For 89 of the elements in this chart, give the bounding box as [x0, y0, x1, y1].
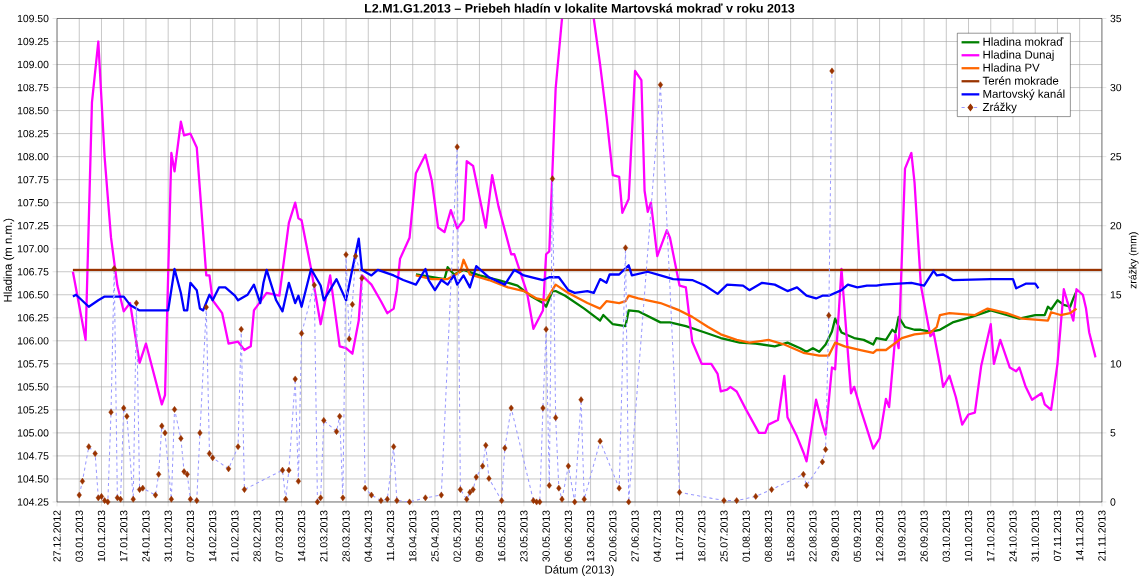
y-tick-label: 109.00 [17, 60, 49, 69]
x-tick-label: 21.03.2013 [320, 510, 328, 562]
x-tick-label: 17.10.2013 [987, 510, 995, 562]
x-tick-label: 14.11.2013 [1076, 510, 1084, 561]
x-tick-label: 13.06.2013 [586, 510, 595, 562]
x-tick-label: 18.04.2013 [409, 510, 417, 562]
y-tick-label: 105.50 [17, 383, 49, 391]
y-tick-label: 109.50 [17, 14, 49, 22]
x-tick-label: 04.04.2013 [364, 510, 372, 562]
y2-tick-label: 20 [1110, 221, 1122, 230]
y-tick-label: 106.25 [17, 313, 49, 322]
y2-tick-label: 25 [1110, 152, 1122, 161]
y-tick-label: 104.25 [17, 498, 49, 506]
y2-tick-label: 5 [1110, 429, 1116, 437]
x-tick-label: 21.11.2013 [1098, 510, 1106, 561]
x-tick-label: 23.05.2013 [520, 510, 528, 562]
chart-title: L2.M1.G1.2013 – Priebeh hladín v lokalite Martovská mokraď v roku 2013 [365, 3, 795, 13]
y-tick-label: 104.75 [17, 452, 49, 460]
x-tick-label: 07.03.2013 [275, 510, 284, 562]
x-tick-label: 11.07.2013 [675, 510, 684, 561]
y-tick-label: 105.75 [17, 359, 49, 368]
y2-tick-label: 35 [1110, 14, 1122, 22]
x-tick-label: 27.12.2012 [53, 510, 61, 562]
x-tick-label: 29.08.2013 [831, 510, 839, 562]
legend-label: Zrážky [982, 102, 1017, 114]
y2-tick-label: 10 [1110, 359, 1122, 368]
legend-label: Hladina PV [983, 63, 1040, 72]
y2-tick-label: 0 [1110, 498, 1116, 506]
y-tick-label: 105.25 [17, 406, 49, 414]
x-axis-title: Dátum (2013) [545, 564, 614, 576]
x-tick-label: 31.10.2013 [1031, 510, 1039, 562]
x-tick-label: 21.02.2013 [231, 510, 239, 562]
x-tick-label: 09.05.2013 [475, 510, 484, 562]
x-tick-label: 16.05.2013 [497, 510, 506, 562]
y-tick-label: 105.00 [17, 429, 49, 437]
x-tick-label: 01.08.2013 [742, 510, 750, 562]
x-tick-label: 24.01.2013 [142, 510, 150, 562]
y-tick-label: 108.25 [17, 129, 49, 138]
x-tick-label: 12.09.2013 [875, 510, 884, 562]
y-tick-label: 107.00 [17, 244, 49, 253]
x-tick-label: 14.03.2013 [297, 510, 306, 562]
x-tick-label: 14.02.2013 [208, 510, 217, 562]
x-tick-label: 30.05.2013 [542, 510, 550, 562]
x-tick-label: 07.02.2013 [186, 510, 195, 562]
y2-tick-label: 30 [1110, 83, 1122, 92]
legend-label: Hladina Dunaj [983, 50, 1054, 61]
x-tick-label: 06.06.2013 [564, 510, 573, 562]
legend-label: Hladina mokraď [983, 37, 1064, 46]
x-tick-label: 11.04.2013 [386, 510, 395, 561]
legend-label: Terén mokrade [982, 76, 1059, 85]
y-tick-label: 108.00 [17, 152, 49, 161]
y-tick-label: 106.00 [17, 336, 49, 345]
y2-tick-label: 15 [1110, 290, 1122, 299]
y-tick-label: 106.50 [17, 290, 49, 299]
x-tick-label: 31.01.2013 [164, 510, 172, 562]
y-tick-label: 107.25 [17, 221, 49, 230]
x-tick-label: 03.01.2013 [75, 510, 83, 562]
y-tick-label: 108.50 [17, 106, 49, 115]
y-tick-label: 104.50 [17, 475, 49, 483]
x-tick-label: 03.10.2013 [942, 510, 950, 562]
y-tick-label: 107.50 [17, 198, 49, 207]
x-tick-label: 22.08.2013 [809, 510, 817, 562]
y-tick-label: 107.75 [17, 175, 49, 184]
line-series [71, 237, 1040, 313]
x-tick-label: 10.01.2013 [97, 510, 106, 562]
x-tick-label: 25.07.2013 [720, 510, 728, 562]
x-tick-label: 18.07.2013 [698, 510, 706, 562]
x-tick-label: 20.06.2013 [609, 510, 617, 562]
x-tick-label: 28.02.2013 [253, 510, 261, 562]
x-tick-label: 19.09.2013 [898, 510, 906, 562]
y-axis-title: Hladina (m n.m.) [3, 218, 15, 302]
x-tick-label: 15.08.2013 [786, 510, 795, 562]
x-tick-label: 08.08.2013 [764, 510, 773, 562]
x-tick-label: 17.01.2013 [120, 510, 128, 562]
x-tick-label: 07.11.2013 [1053, 510, 1062, 561]
y-tick-label: 109.25 [17, 37, 49, 46]
x-tick-label: 27.06.2013 [631, 510, 639, 562]
y-tick-label: 108.75 [17, 83, 49, 92]
x-tick-label: 02.05.2013 [453, 510, 461, 562]
x-tick-label: 05.09.2013 [853, 510, 862, 562]
x-tick-label: 28.03.2013 [342, 510, 350, 562]
y2-axis-title: zrážky (mm) [1128, 232, 1139, 289]
x-tick-label: 24.10.2013 [1009, 510, 1017, 562]
x-tick-label: 04.07.2013 [653, 510, 661, 562]
x-tick-label: 10.10.2013 [964, 510, 973, 562]
x-tick-label: 25.04.2013 [431, 510, 439, 562]
x-tick-label: 26.09.2013 [920, 510, 928, 562]
legend-label: Martovský kanál [983, 89, 1065, 100]
y-tick-label: 106.75 [17, 267, 49, 276]
